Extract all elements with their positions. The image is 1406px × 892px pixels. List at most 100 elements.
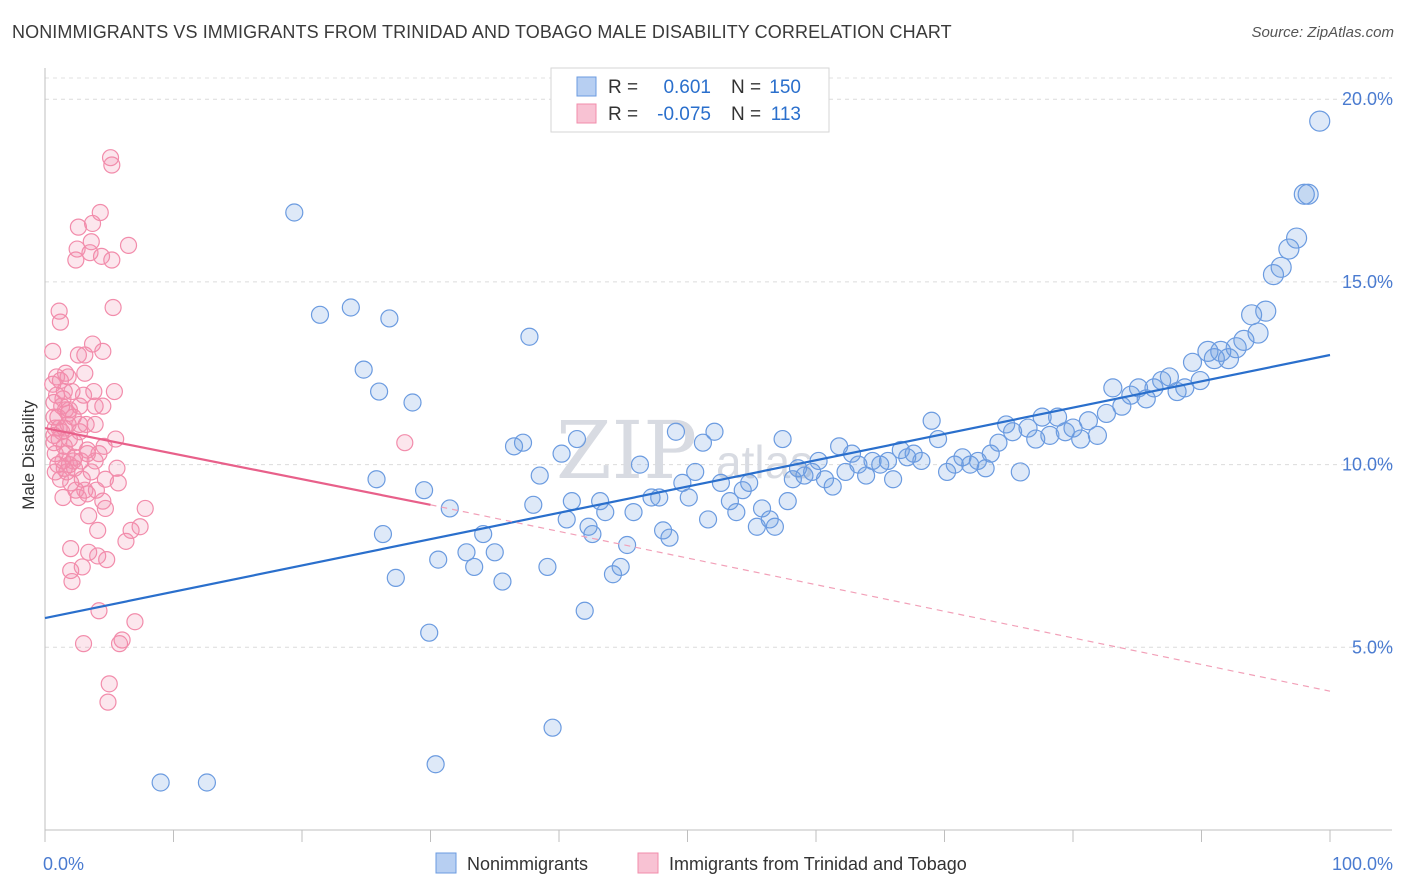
y-axis-ticks: 5.0% 10.0% 15.0% 20.0% (1342, 89, 1393, 657)
nonimmigrants-point (420, 623, 439, 642)
nonimmigrants-point (583, 524, 602, 544)
nonimmigrants-point (596, 503, 615, 522)
nonimmigrants-point (414, 481, 434, 500)
nonimmigrants-point (575, 601, 594, 620)
legend-swatch-immigrants (576, 103, 597, 124)
nonimmigrants-point (403, 393, 422, 412)
immigrants-point (51, 313, 70, 331)
legend-r-value-1: 0.601 (663, 77, 711, 98)
nonimmigrants-point (989, 433, 1008, 452)
immigrants-point (105, 382, 123, 401)
nonimmigrants-point (727, 503, 746, 522)
nonimmigrants-point (679, 488, 698, 507)
nonimmigrants-point (904, 444, 923, 463)
immigrants-point (113, 631, 131, 649)
legend-n-value-2: 113 (771, 104, 801, 125)
legend-bottom-swatch-nonimmigrants (435, 852, 457, 874)
nonimmigrants-point (1262, 264, 1285, 286)
nonimmigrants-point (562, 492, 581, 511)
legend-bottom: Nonimmigrants Immigrants from Trinidad a… (435, 852, 967, 874)
immigrants-point (107, 430, 125, 448)
nonimmigrants-point (698, 510, 718, 529)
y-tick-label: 5.0% (1352, 637, 1393, 657)
nonimmigrants-point (513, 433, 533, 452)
nonimmigrants-point (426, 755, 445, 774)
y-tick-label: 20.0% (1342, 89, 1393, 109)
nonimmigrants-point (686, 462, 705, 482)
nonimmigrants-point (1003, 422, 1023, 442)
legend-n-value-1: 150 (769, 77, 801, 98)
nonimmigrants-point (504, 437, 524, 456)
immigrants-point (54, 390, 72, 408)
immigrants-point (74, 635, 93, 653)
immigrants-point (76, 481, 94, 499)
nonimmigrants-point (380, 309, 399, 328)
x-tick-label-max: 100.0% (1332, 854, 1393, 874)
nonimmigrants-point (367, 470, 386, 489)
legend-n-label-1: N = (731, 77, 761, 98)
immigrants-point (63, 572, 81, 591)
immigrants-point (65, 448, 84, 466)
nonimmigrants-point (1010, 462, 1030, 482)
immigrants-point (94, 492, 112, 510)
nonimmigrants-point (1096, 403, 1117, 424)
nonimmigrants-point (1217, 348, 1240, 370)
immigrants-point (69, 346, 88, 364)
immigrants-point (73, 558, 91, 576)
nonimmigrants-point (493, 572, 512, 591)
immigrants-point (56, 364, 75, 382)
legend-bottom-label-nonimmigrants: Nonimmigrants (467, 854, 588, 874)
legend-swatch-nonimmigrants (576, 76, 597, 97)
trend-line-nonimmigrants (44, 353, 1331, 620)
nonimmigrants-point (285, 203, 304, 222)
trend-line-immigrants (44, 426, 431, 506)
series-immigrants-points (44, 149, 414, 711)
immigrants-point (77, 415, 95, 434)
source-label: Source: ZipAtlas.com (1251, 24, 1394, 41)
immigrants-point (131, 518, 149, 536)
nonimmigrants-point (1255, 300, 1277, 322)
immigrants-point (60, 401, 79, 419)
nonimmigrants-point (1026, 429, 1046, 449)
nonimmigrants-point (1247, 322, 1269, 344)
nonimmigrants-point (912, 451, 931, 471)
nonimmigrants-point (1087, 425, 1108, 445)
nonimmigrants-point (953, 448, 972, 467)
immigrants-point (126, 613, 144, 631)
nonimmigrants-point (524, 495, 543, 514)
y-tick-label: 10.0% (1342, 455, 1393, 475)
legend-n-label-2: N = (731, 104, 761, 125)
nonimmigrants-point (1182, 352, 1203, 372)
immigrants-point (71, 415, 89, 434)
immigrants-point (396, 434, 414, 452)
immigrants-point (47, 368, 66, 386)
nonimmigrants-point (1063, 418, 1083, 438)
immigrants-point (117, 532, 135, 550)
nonimmigrants-point (530, 466, 549, 485)
immigrants-point (89, 547, 107, 565)
nonimmigrants-point (429, 550, 448, 569)
immigrants-point (44, 342, 62, 360)
nonimmigrants-point (630, 455, 650, 474)
nonimmigrants-point (457, 543, 476, 562)
nonimmigrants-point (733, 481, 752, 500)
immigrants-point (89, 521, 107, 539)
nonimmigrants-point (465, 557, 484, 577)
nonimmigrants-point (1071, 429, 1091, 449)
legend-r-value-2: -0.075 (657, 104, 711, 125)
immigrants-point (80, 507, 98, 525)
immigrants-point (86, 397, 104, 415)
nonimmigrants-point (520, 327, 539, 346)
immigrants-point (96, 470, 114, 488)
immigrants-point (69, 218, 88, 236)
immigrants-point (108, 459, 126, 477)
y-tick-label: 15.0% (1342, 272, 1393, 292)
nonimmigrants-point (310, 305, 330, 324)
nonimmigrants-point (878, 451, 898, 471)
nonimmigrants-point (883, 470, 903, 489)
immigrants-point (80, 543, 98, 561)
immigrants-point (82, 233, 100, 251)
nonimmigrants-point (386, 568, 405, 587)
legend-r-label-2: R = (608, 104, 638, 125)
trend-lines (44, 353, 1331, 692)
